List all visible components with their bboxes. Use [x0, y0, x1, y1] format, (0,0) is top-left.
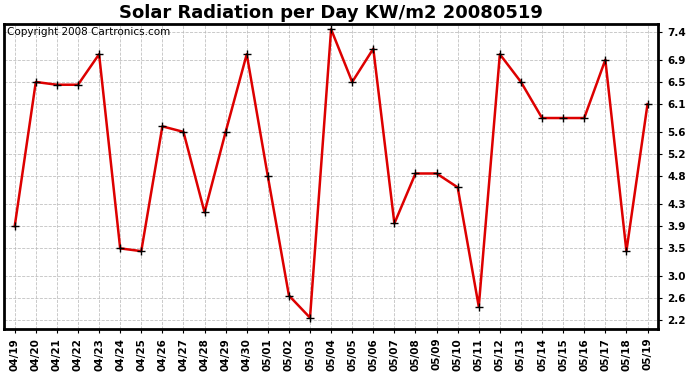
Text: Copyright 2008 Cartronics.com: Copyright 2008 Cartronics.com: [8, 27, 170, 37]
Title: Solar Radiation per Day KW/m2 20080519: Solar Radiation per Day KW/m2 20080519: [119, 4, 543, 22]
